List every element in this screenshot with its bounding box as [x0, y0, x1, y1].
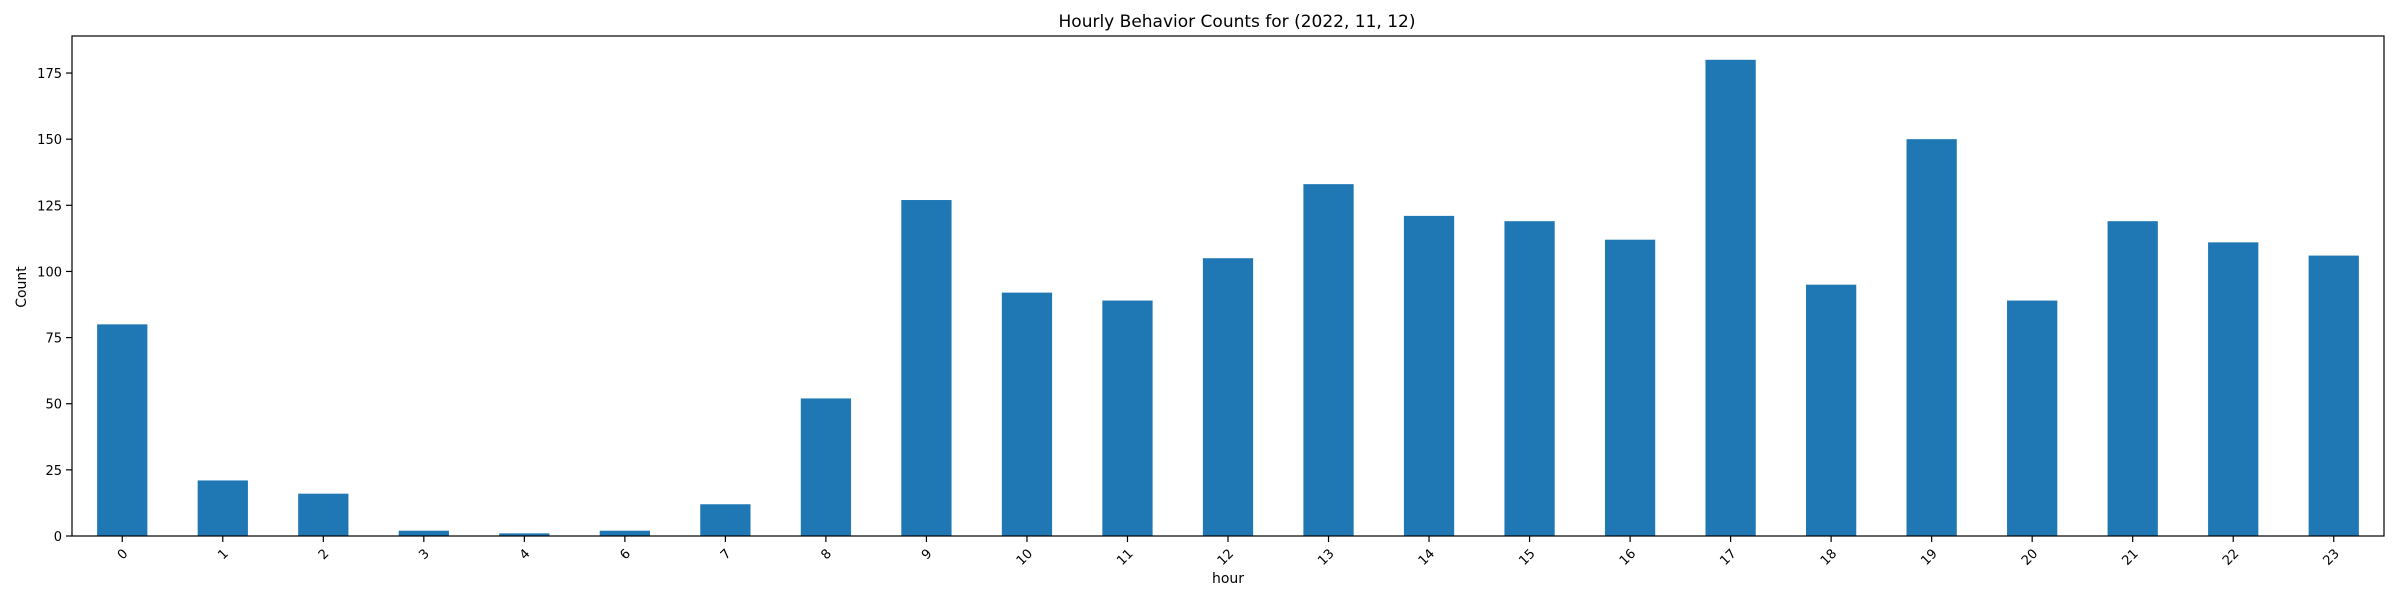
plot-frame	[71, 35, 2385, 537]
y-axis-ticks: 0 25 50 75 100 125 150 175	[37, 67, 72, 545]
bar-hour-6	[599, 530, 650, 536]
y-tick-label: 150	[37, 133, 62, 148]
bar-hour-16	[1604, 239, 1656, 536]
chart-title: Hourly Behavior Counts for (2022, 11, 12…	[1059, 12, 1416, 32]
x-axis-label: hour	[1212, 571, 1244, 587]
bar-hour-9	[901, 200, 952, 536]
bar-hour-8	[800, 398, 852, 536]
bar-hour-13	[1303, 184, 1354, 537]
bar-hour-14	[1403, 215, 1455, 537]
bar-hour-3	[398, 530, 449, 536]
bar-hour-22	[2208, 242, 2259, 536]
bar-hour-0	[97, 324, 148, 536]
y-tick-label: 75	[45, 332, 62, 347]
bar-hour-2	[298, 493, 349, 536]
bar-hour-4	[499, 533, 550, 536]
y-tick-label: 0	[54, 530, 62, 545]
bar-hour-7	[700, 504, 751, 536]
bar-hour-17	[1705, 59, 1756, 537]
bar-hour-10	[1001, 292, 1053, 536]
bar-hour-1	[197, 480, 248, 536]
y-tick-label: 50	[45, 398, 62, 413]
bar-hour-19	[1906, 139, 1957, 536]
bars	[97, 59, 2359, 537]
y-tick-label: 100	[37, 265, 62, 280]
y-tick-label: 125	[37, 199, 62, 214]
bar-hour-23	[2308, 255, 2359, 536]
bar-hour-12	[1202, 258, 1254, 536]
y-axis-label: Count	[14, 266, 30, 308]
bar-hour-15	[1504, 221, 1555, 536]
y-tick-label: 25	[45, 464, 62, 479]
bar-hour-20	[2007, 300, 2058, 536]
y-tick-label: 175	[37, 67, 62, 82]
bar-hour-18	[1806, 284, 1857, 536]
bar-hour-21	[2107, 221, 2158, 536]
bar-hour-11	[1102, 300, 1153, 536]
